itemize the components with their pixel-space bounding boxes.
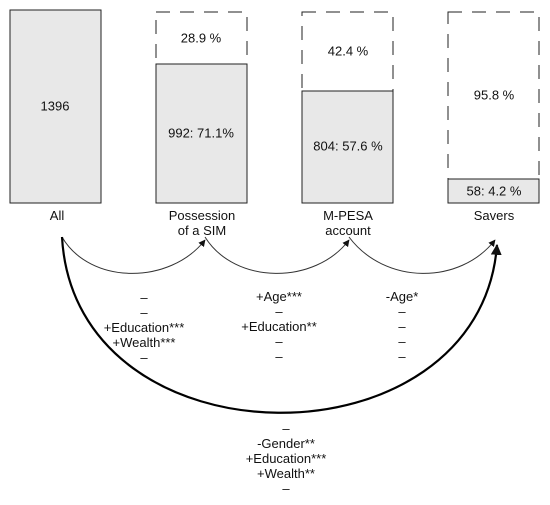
factor-line: +Age*** [256, 289, 302, 304]
box-savers-filled [447, 178, 540, 204]
arrow-all-to-savers [60, 236, 502, 414]
factor-line: – [398, 304, 406, 319]
factor-line: – [275, 304, 283, 319]
factor-line: – [398, 349, 406, 364]
factors-mpesa-to-savers: -Age* – – – – [386, 289, 419, 364]
sim-filled-label: 992: 71.1% [168, 125, 234, 141]
stage-label-line: M-PESA [323, 208, 373, 223]
box-mpesa-missing [301, 11, 394, 92]
arrow-sim-to-mpesa [204, 236, 350, 274]
factor-line: – [140, 290, 148, 305]
factors-all-to-savers: – -Gender** +Education*** +Wealth** – [246, 421, 327, 496]
stage-label-sim: Possession of a SIM [169, 208, 235, 238]
savers-missing-label: 95.8 % [473, 87, 515, 103]
factors-sim-to-mpesa: +Age*** – +Education** – – [241, 289, 317, 364]
stage-label-mpesa: M-PESA account [323, 208, 373, 238]
arrow-mpesa-to-savers [348, 236, 496, 274]
arrow-all-to-sim [61, 236, 206, 274]
factor-line: -Gender** [257, 436, 315, 451]
stage-label-line: Possession [168, 208, 236, 223]
box-savers-missing [447, 11, 540, 180]
factor-line: -Age* [385, 289, 419, 304]
factor-line: – [140, 350, 148, 365]
factor-line: – [275, 334, 283, 349]
box-sim-filled [155, 63, 248, 204]
all-count-label: 1396 [40, 98, 70, 114]
factor-line: – [398, 319, 406, 334]
factor-line: +Education*** [245, 451, 327, 466]
box-mpesa-filled [301, 90, 394, 204]
factor-line: – [282, 421, 290, 436]
factor-line: – [275, 349, 283, 364]
factor-line: +Education** [241, 319, 317, 334]
stage-label-all: All [49, 208, 65, 223]
factor-line: – [140, 305, 148, 320]
factor-line: +Education*** [103, 320, 185, 335]
factor-line: – [282, 481, 290, 496]
box-all [9, 9, 102, 204]
factor-line: – [398, 334, 406, 349]
factor-line: +Wealth*** [112, 335, 176, 350]
mpesa-missing-label: 42.4 % [327, 43, 369, 59]
savers-filled-label: 58: 4.2 % [466, 183, 522, 199]
stage-label-line: of a SIM [177, 223, 227, 238]
stage-label-line: account [325, 223, 371, 238]
sim-missing-label: 28.9 % [180, 30, 222, 46]
mpesa-filled-label: 804: 57.6 % [313, 138, 383, 154]
factors-all-to-sim: – – +Education*** +Wealth*** – [104, 290, 185, 365]
stage-label-savers: Savers [473, 208, 515, 223]
factor-line: +Wealth** [257, 466, 315, 481]
